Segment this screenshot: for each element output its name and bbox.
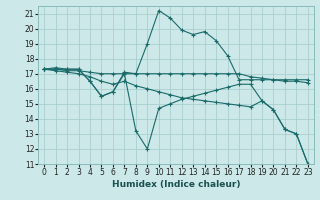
- X-axis label: Humidex (Indice chaleur): Humidex (Indice chaleur): [112, 180, 240, 189]
